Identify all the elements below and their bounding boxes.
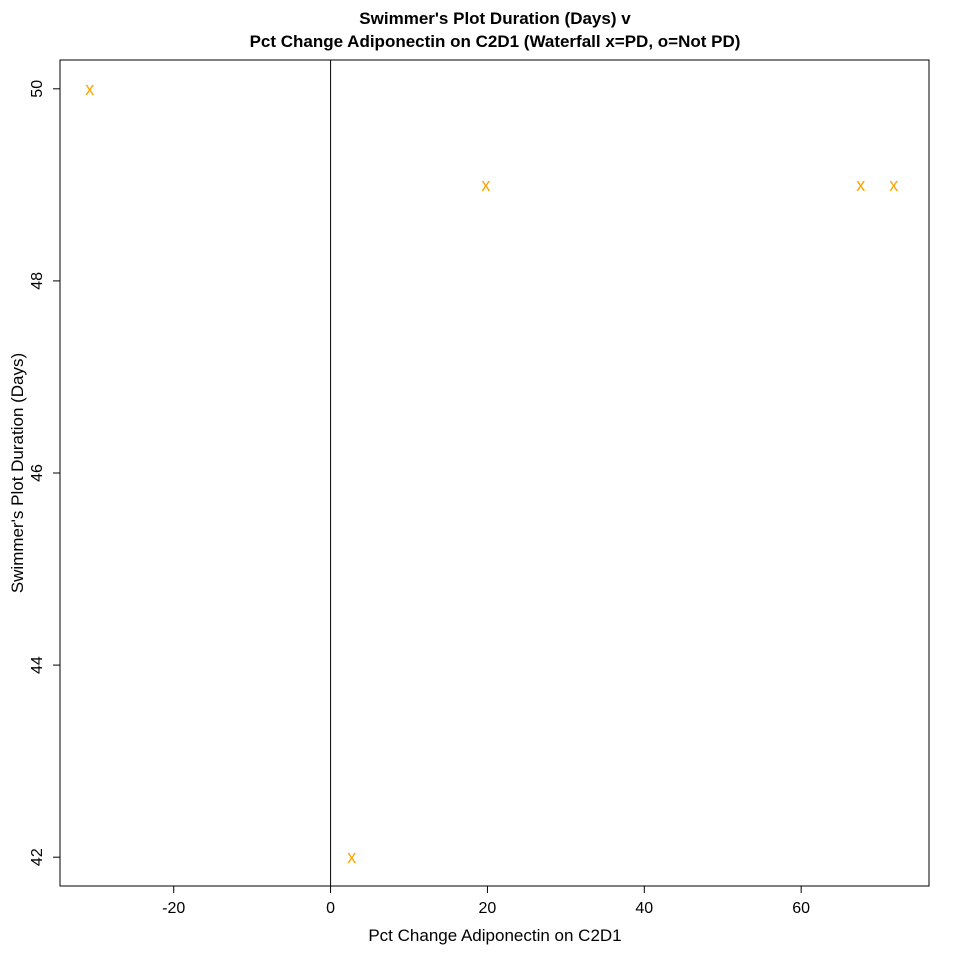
x-axis-label: Pct Change Adiponectin on C2D1 — [368, 926, 622, 945]
y-axis-label: Swimmer's Plot Duration (Days) — [8, 352, 27, 594]
chart-title-line-2: Pct Change Adiponectin on C2D1 (Waterfal… — [249, 32, 741, 51]
data-point: x — [347, 847, 356, 867]
chart-title-line-1: Swimmer's Plot Duration (Days) v — [359, 9, 631, 28]
y-tick-label: 44 — [29, 656, 46, 674]
data-point: x — [481, 175, 490, 195]
y-tick-label: 46 — [29, 464, 46, 482]
plot-frame — [59, 59, 930, 887]
x-tick-label: -20 — [162, 900, 185, 917]
x-tick-label: 60 — [792, 900, 810, 917]
data-point: x — [85, 79, 94, 99]
data-point: x — [889, 175, 898, 195]
y-tick-label: 48 — [29, 272, 46, 290]
y-tick-label: 42 — [29, 848, 46, 866]
data-point: x — [856, 175, 865, 195]
x-tick-label: 0 — [326, 900, 335, 917]
x-tick-label: 40 — [635, 900, 653, 917]
x-tick-label: 20 — [479, 900, 497, 917]
y-tick-label: 50 — [29, 80, 46, 98]
